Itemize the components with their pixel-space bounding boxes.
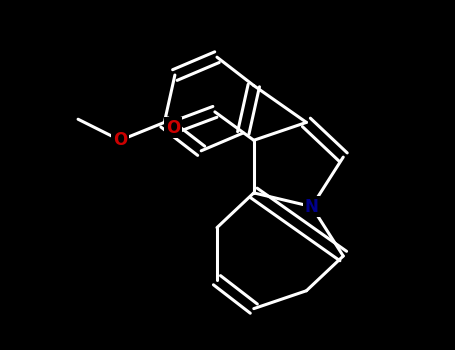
Text: O: O — [166, 119, 180, 136]
Text: O: O — [113, 131, 127, 149]
Text: N: N — [305, 197, 318, 216]
